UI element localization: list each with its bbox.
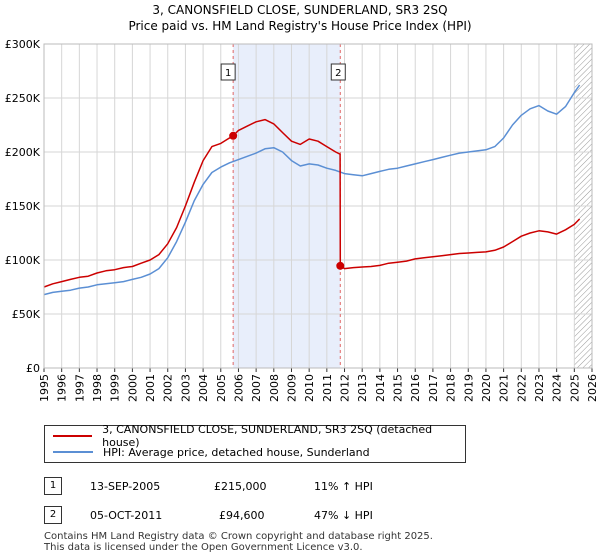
chart-legend: 3, CANONSFIELD CLOSE, SUNDERLAND, SR3 2S… [44, 423, 466, 463]
y-tick-label: £200K [5, 146, 41, 159]
property-price-line [43, 118, 581, 288]
y-tick-label: £150K [5, 200, 41, 213]
legend-label-hpi: HPI: Average price, detached house, Sund… [103, 445, 370, 459]
transaction-hpi-2: 47% ↓ HPI [314, 509, 373, 522]
legend-item-hpi: HPI: Average price, detached house, Sund… [53, 445, 370, 459]
x-tick-label: 2006 [232, 374, 245, 402]
hpi-line [43, 84, 581, 296]
y-tick-label: £100K [5, 254, 41, 267]
x-tick-label: 1996 [56, 374, 69, 402]
footer-line1: Contains HM Land Registry data © Crown c… [44, 531, 433, 542]
x-tick-label: 2003 [179, 374, 192, 402]
y-tick-label: £300K [5, 38, 41, 51]
transaction-price-2: £94,600 [219, 509, 265, 522]
y-tick-label: £250K [5, 92, 41, 105]
x-tick-label: 2002 [162, 374, 175, 402]
x-tick-label: 2025 [568, 374, 581, 402]
x-tick-label: 2023 [533, 374, 546, 402]
x-tick-label: 2008 [268, 374, 281, 402]
footer-line2: This data is licensed under the Open Gov… [44, 542, 363, 553]
x-tick-label: 2019 [462, 374, 475, 402]
transaction-num-1: 1 [44, 477, 62, 495]
legend-item-property: 3, CANONSFIELD CLOSE, SUNDERLAND, SR3 2S… [53, 423, 465, 449]
transaction-price-1: £215,000 [214, 480, 267, 493]
transaction-row-1: 1 13-SEP-2005 £215,000 11% ↑ HPI [44, 477, 564, 495]
y-tick-label: £50K [12, 308, 41, 321]
x-tick-label: 2001 [144, 374, 157, 402]
x-tick-label: 1998 [91, 374, 104, 402]
x-tick-label: 2016 [409, 374, 422, 402]
footer: Contains HM Land Registry data © Crown c… [44, 531, 433, 553]
x-tick-label: 2010 [303, 374, 316, 402]
chart-title-line2: Price paid vs. HM Land Registry's House … [128, 19, 472, 33]
x-tick-label: 2014 [374, 374, 387, 402]
sale-point [229, 131, 238, 140]
price-chart: £0 £50K £100K £150K £200K £250K £300K 1995 1996 1… [5, 38, 599, 402]
transaction-num-2: 2 [44, 506, 62, 524]
x-tick-label: 2026 [586, 374, 599, 402]
x-tick-label: 2012 [339, 374, 352, 402]
x-tick-label: 2007 [250, 374, 263, 402]
sale-point [336, 261, 345, 270]
transaction-date-2: 05-OCT-2011 [90, 509, 163, 522]
x-tick-label: 2009 [285, 374, 298, 402]
plot-border [43, 43, 593, 369]
x-tick-label: 1997 [73, 374, 86, 402]
legend-swatch-hpi [53, 451, 93, 453]
transaction-date-1: 13-SEP-2005 [90, 480, 161, 493]
x-tick-label: 2004 [197, 374, 210, 402]
x-tick-label: 2024 [551, 374, 564, 402]
chart-title-line1: 3, CANONSFIELD CLOSE, SUNDERLAND, SR3 2S… [152, 3, 448, 17]
y-tick-label: £0 [26, 362, 40, 375]
transaction-hpi-1: 11% ↑ HPI [314, 480, 373, 493]
sale-label: 2 [335, 68, 341, 79]
sale-label: 1 [225, 68, 231, 79]
x-tick-label: 1995 [38, 374, 51, 402]
x-tick-label: 2021 [498, 374, 511, 402]
x-tick-label: 2013 [356, 374, 369, 402]
x-tick-label: 2018 [445, 374, 458, 402]
sale-label-box [330, 63, 346, 81]
legend-label-property: 3, CANONSFIELD CLOSE, SUNDERLAND, SR3 2S… [102, 423, 433, 449]
x-tick-label: 1999 [109, 374, 122, 402]
x-tick-label: 2015 [392, 374, 405, 402]
x-tick-label: 2011 [321, 374, 334, 402]
legend-swatch-property [53, 435, 93, 437]
x-tick-label: 2022 [515, 374, 528, 402]
x-tick-label: 2005 [215, 374, 228, 402]
sale-label-box [220, 63, 236, 81]
x-tick-label: 2017 [427, 374, 440, 402]
x-tick-label: 2020 [480, 374, 493, 402]
x-tick-label: 2000 [126, 374, 139, 402]
transaction-row-2: 2 05-OCT-2011 £94,600 47% ↓ HPI [44, 506, 564, 524]
